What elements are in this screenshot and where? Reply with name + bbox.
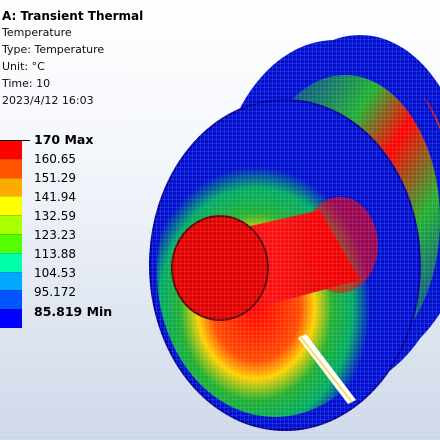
front-disc-rim (149, 99, 421, 431)
legend-max-label: 170 Max (34, 132, 94, 147)
info-line-time: Time: 10 (2, 77, 51, 90)
legend-min-label: 85.819 Min (34, 304, 113, 319)
cylinder-end (172, 216, 268, 320)
legend-swatch (0, 271, 22, 291)
legend-swatch (0, 177, 22, 197)
legend-tick-label: 104.53 (34, 266, 76, 280)
cylinder-end-rim (171, 215, 269, 321)
legend-swatch (0, 158, 22, 178)
info-line-date: 2023/4/12 16:03 (2, 94, 94, 107)
color-legend[interactable]: 170 Max 160.65 151.29 141.94 132.59 123.… (0, 132, 130, 328)
result-info: A: Transient Thermal Temperature Type: T… (2, 8, 182, 109)
legend-tick-label: 123.23 (34, 228, 76, 242)
cylinder-far-end (302, 197, 378, 293)
legend-swatch (0, 196, 22, 216)
legend-swatch (0, 290, 22, 310)
legend-tick-label: 113.88 (34, 247, 76, 261)
legend-swatch (0, 309, 22, 328)
legend-tick-label: 132.59 (34, 209, 76, 223)
info-line-unit: Unit: °C (2, 60, 45, 73)
legend-tick-label: 160.65 (34, 152, 76, 166)
legend-tick-label: 151.29 (34, 171, 76, 185)
info-line-result: Temperature (2, 26, 72, 39)
info-line-type: Type: Temperature (2, 43, 105, 56)
legend-swatch (0, 252, 22, 272)
legend-swatch (0, 140, 22, 159)
legend-tick-label: 141.94 (34, 190, 76, 204)
analysis-title: A: Transient Thermal (2, 9, 144, 23)
legend-swatch (0, 215, 22, 234)
slot-edge (299, 335, 353, 403)
legend-max-mark (0, 140, 30, 141)
legend-swatch (0, 234, 22, 253)
legend-tick-label: 95.172 (34, 285, 76, 299)
